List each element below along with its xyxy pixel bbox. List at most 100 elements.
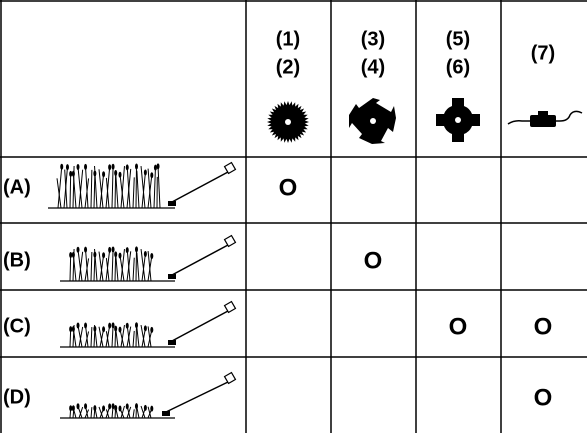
grass-leaf: [143, 325, 147, 332]
grass-stem: [98, 169, 104, 209]
grass-leaf: [118, 405, 122, 412]
grass-stem: [105, 258, 110, 282]
trimmer-shaft: [171, 310, 229, 342]
grass-stem: [90, 327, 93, 348]
grass-stem: [126, 167, 131, 209]
row-label: (B): [3, 249, 31, 271]
grass-leaf: [108, 164, 112, 171]
grass-leaf: [125, 164, 129, 171]
grass-stem: [94, 405, 98, 419]
grass-stem: [132, 257, 135, 282]
column-header: (4): [361, 56, 385, 78]
applicable-mark: O: [449, 313, 468, 340]
grass-leaf: [111, 246, 115, 253]
grass-leaf: [84, 246, 88, 253]
grass-stem: [115, 172, 119, 209]
column-header: (3): [361, 28, 385, 50]
trimmer-handle: [223, 300, 237, 314]
trimmer-head: [168, 201, 176, 206]
grass-stem: [140, 324, 146, 348]
grass-stem: [64, 169, 68, 209]
grass-leaf: [108, 403, 112, 410]
grass-illustrations: [48, 161, 237, 419]
grass-stem: [140, 166, 146, 209]
trimmer-head: [162, 411, 170, 416]
grass-stem: [78, 326, 84, 348]
grass-stem: [69, 173, 72, 209]
applicable-mark: O: [279, 174, 298, 201]
trimmer-handle: [223, 234, 237, 248]
grass-stem: [94, 165, 98, 209]
grass-stem: [98, 251, 104, 282]
grass-leaf: [153, 164, 157, 171]
grass-stem: [120, 405, 125, 419]
grass-leaf: [76, 403, 80, 410]
grass-leaf: [125, 403, 129, 410]
grass-stem: [99, 174, 105, 209]
grass-stem: [147, 250, 152, 282]
trimmer-handle: [223, 371, 237, 385]
grass-leaf: [102, 326, 106, 333]
grass-stem: [94, 324, 98, 348]
grass-stem: [136, 407, 140, 419]
grass-stem: [90, 407, 93, 419]
trimmer-shaft: [171, 171, 229, 203]
grass-leaf: [60, 163, 64, 170]
column-header: (5): [446, 28, 470, 50]
grass-leaf: [84, 163, 88, 170]
grass-leaf: [71, 326, 75, 333]
grass-leaf: [76, 322, 80, 329]
grass-leaf: [150, 326, 154, 333]
grass-stem: [94, 248, 98, 282]
grass-stem: [120, 324, 125, 348]
column-header: (6): [446, 56, 470, 78]
applicable-mark: O: [364, 247, 383, 274]
grass-stem: [140, 249, 146, 282]
grass-stem: [136, 252, 140, 282]
grass-stem: [98, 326, 104, 348]
grass-leaf: [143, 169, 147, 176]
row-label: (C): [3, 315, 31, 337]
grass-leaf: [111, 163, 115, 170]
tooth-blade-icon: [349, 98, 396, 144]
grass-leaf: [118, 171, 122, 178]
grass-stem: [72, 248, 75, 282]
grass-leaf: [143, 404, 147, 411]
grass-stem: [111, 249, 114, 282]
grass-leaf: [65, 164, 69, 171]
grass-stem: [90, 169, 93, 209]
grass-stem: [77, 166, 83, 209]
grass-leaf: [125, 247, 129, 254]
grass-leaf: [84, 322, 88, 329]
applicable-mark: O: [534, 313, 553, 340]
grass-leaf: [114, 325, 118, 332]
grass-leaf: [69, 170, 73, 177]
grass-stem: [105, 177, 110, 209]
trimmer-head: [168, 340, 176, 345]
grass-stem: [93, 254, 96, 282]
grass-leaf: [84, 403, 88, 410]
grass-stem: [132, 330, 135, 348]
grass-leaf: [134, 163, 138, 170]
grass-stem: [56, 178, 62, 209]
saw-blade-icon: [267, 101, 309, 143]
grass-stem: [98, 406, 104, 419]
grass-stem: [105, 167, 111, 209]
grass-stem: [105, 249, 111, 282]
grass-leaf: [150, 405, 154, 412]
grass-leaf: [114, 404, 118, 411]
grass-stem: [69, 255, 72, 282]
grass-leaf: [71, 170, 75, 177]
grass-stem: [72, 165, 75, 209]
grass-stem: [78, 251, 84, 282]
grass-stem: [147, 168, 152, 209]
grass-leaf: [76, 163, 80, 170]
grass-leaf: [69, 326, 73, 333]
applicable-mark: O: [534, 384, 553, 411]
grass-leaf: [102, 252, 106, 259]
grass-leaf: [114, 169, 118, 176]
grass-leaf: [76, 246, 80, 253]
grass-stem: [90, 251, 93, 282]
grass-stem: [105, 331, 110, 348]
